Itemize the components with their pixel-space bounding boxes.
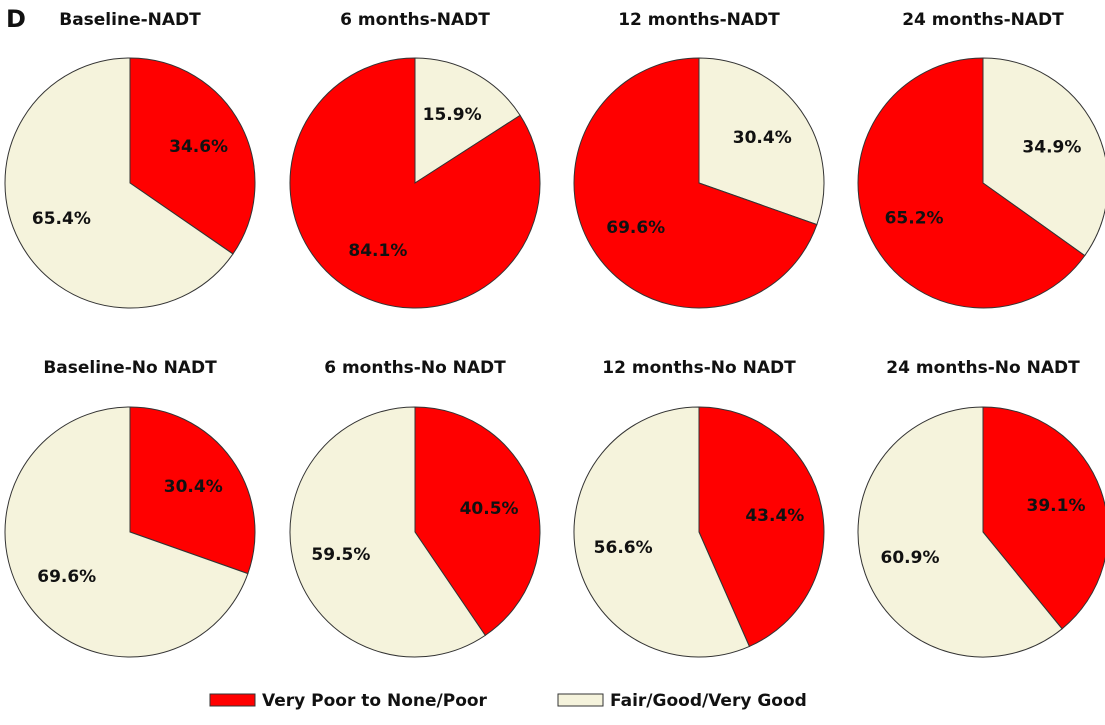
slice-label: 43.4% [745, 506, 804, 526]
pie-title: 12 months-No NADT [602, 358, 796, 378]
pie-slice [982, 57, 1105, 257]
pie-slice [4, 406, 249, 658]
legend-label: Fair/Good/Very Good [610, 691, 807, 711]
legend-swatch [209, 693, 256, 707]
pie-slice [857, 406, 1063, 658]
pie-slice [982, 406, 1105, 630]
pie-slice [698, 57, 825, 226]
slice-label: 15.9% [423, 105, 482, 125]
pie-title: 24 months-No NADT [886, 358, 1080, 378]
slice-label: 30.4% [733, 128, 792, 148]
slice-label: 40.5% [460, 499, 519, 519]
slice-label: 69.6% [606, 218, 665, 238]
pie-slice [414, 406, 541, 637]
slice-label: 59.5% [311, 545, 370, 565]
pie-title: 12 months-NADT [618, 10, 780, 30]
pie-slice [573, 57, 818, 309]
slice-label: 56.6% [594, 538, 653, 558]
pie-slice [857, 57, 1086, 309]
legend-label: Very Poor to None/Poor [262, 691, 488, 711]
slice-label: 65.2% [885, 208, 944, 228]
pie-slice [129, 406, 256, 575]
slice-label: 30.4% [164, 477, 223, 497]
pie-slice [129, 57, 256, 255]
pie-title: 24 months-NADT [902, 10, 1064, 30]
slice-label: 34.6% [169, 137, 228, 157]
slice-label: 65.4% [32, 209, 91, 229]
pie-title: Baseline-No NADT [43, 358, 217, 378]
slice-label: 60.9% [881, 548, 940, 568]
pie-slice [414, 57, 521, 184]
pie-slice [4, 57, 234, 309]
slice-label: 69.6% [37, 567, 96, 587]
slice-label: 34.9% [1022, 138, 1081, 158]
panel-label: D [6, 5, 26, 33]
slice-label: 84.1% [348, 241, 407, 261]
pie-title: 6 months-NADT [340, 10, 490, 30]
pie-slice [289, 406, 486, 658]
slice-label: 39.1% [1027, 496, 1086, 516]
pie-title: 6 months-No NADT [324, 358, 506, 378]
pie-title: Baseline-NADT [59, 10, 201, 30]
pie-slice [698, 406, 825, 648]
pie-slice [289, 57, 541, 309]
legend-swatch [557, 693, 604, 707]
pie-slice [573, 406, 751, 658]
